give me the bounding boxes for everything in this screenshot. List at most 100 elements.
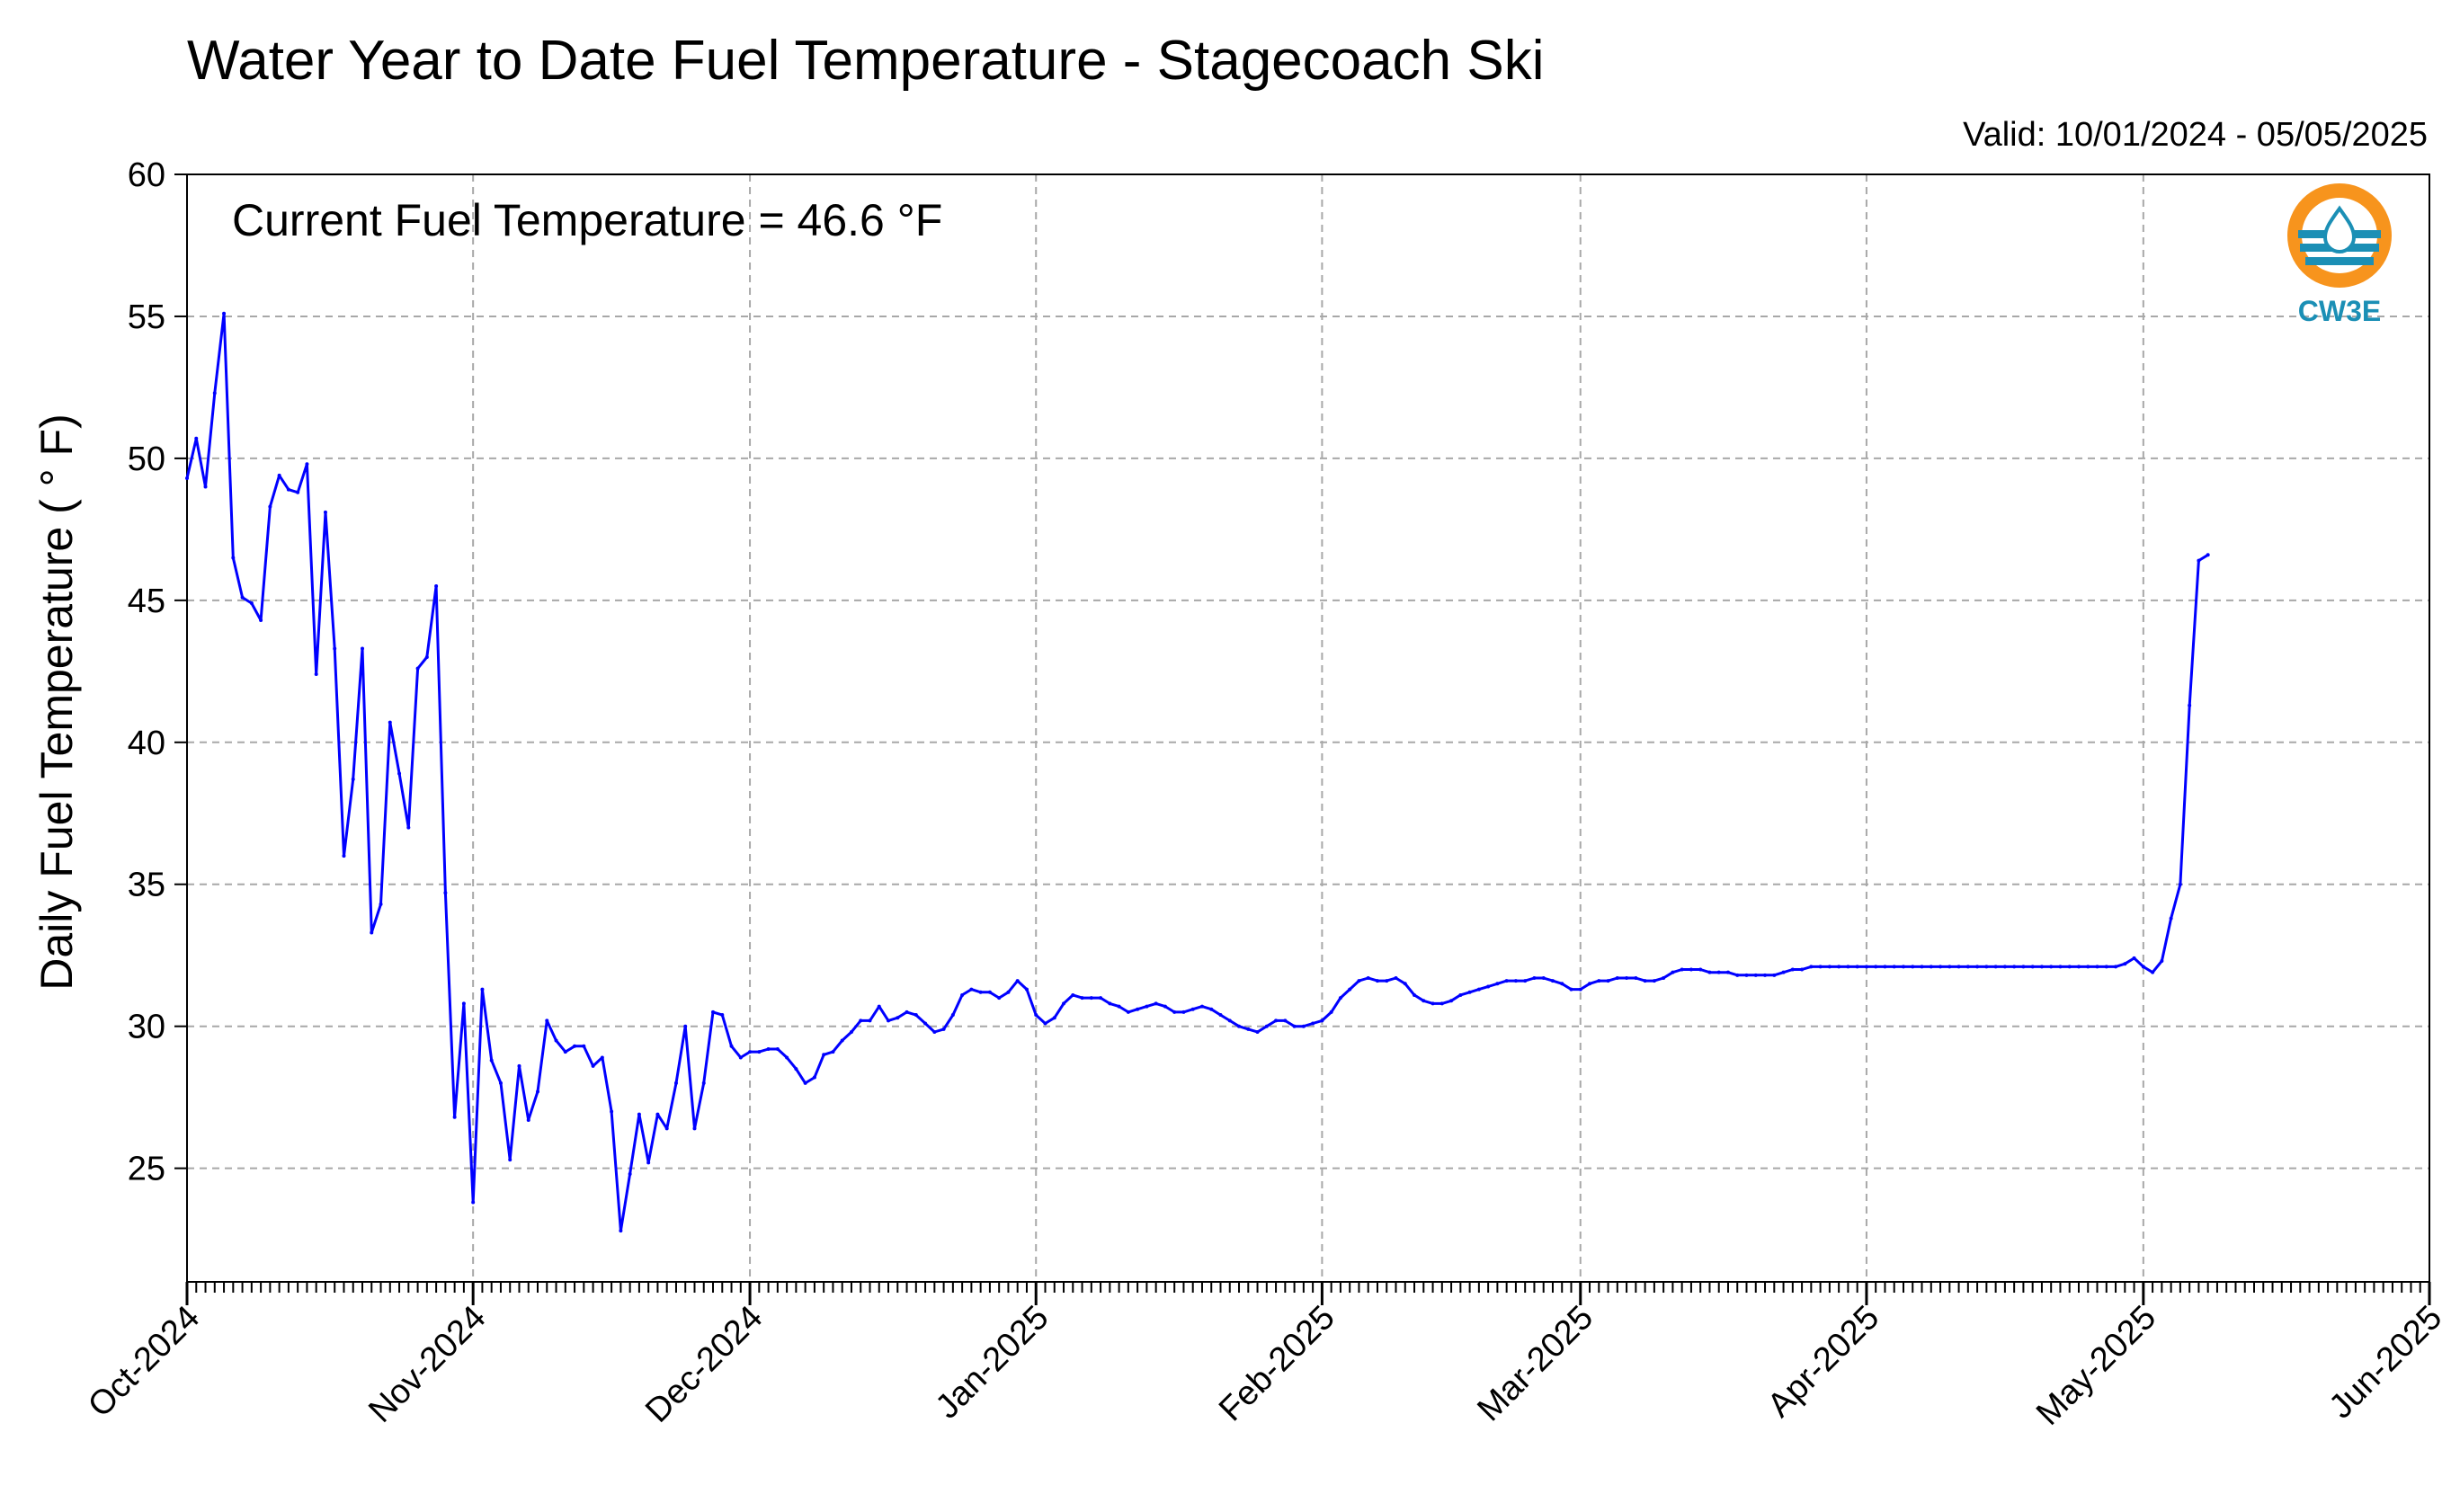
data-point	[591, 1063, 595, 1068]
data-point	[2104, 965, 2108, 969]
data-point	[1099, 996, 1103, 1001]
data-point	[212, 391, 217, 396]
data-point	[1062, 1001, 1066, 1006]
data-point	[1348, 987, 1352, 992]
data-point	[370, 930, 374, 935]
data-point	[397, 771, 402, 776]
data-point	[259, 618, 263, 622]
water-drop-icon	[2322, 205, 2357, 253]
data-point	[1513, 979, 1518, 983]
data-point	[1837, 965, 1841, 969]
data-point	[1643, 979, 1647, 983]
data-point	[646, 1161, 651, 1165]
data-point	[600, 1055, 604, 1060]
data-point	[1080, 996, 1084, 1001]
data-point	[877, 1004, 881, 1009]
data-point	[2030, 965, 2035, 969]
chart-subtitle: Valid: 10/01/2024 - 05/05/2025	[1963, 116, 2428, 154]
data-point	[822, 1053, 826, 1057]
data-point	[2076, 965, 2081, 969]
data-point	[987, 990, 992, 994]
data-point	[720, 1013, 725, 1018]
data-point	[452, 1115, 457, 1119]
data-point	[2039, 965, 2044, 969]
data-point	[415, 666, 420, 671]
data-point	[1790, 967, 1795, 972]
data-point	[673, 1081, 678, 1085]
data-point	[978, 990, 983, 994]
data-point	[296, 490, 300, 494]
data-point	[1218, 1013, 1223, 1018]
data-point	[471, 1200, 476, 1205]
data-point	[1532, 975, 1537, 980]
data-point	[1550, 979, 1555, 983]
data-point	[868, 1018, 872, 1023]
x-tick-label: Nov-2024	[361, 1299, 493, 1430]
data-point	[2114, 965, 2118, 969]
data-point	[1283, 1018, 1288, 1023]
y-tick-label: 30	[128, 1009, 165, 1046]
data-point	[498, 1081, 503, 1085]
data-point	[461, 1001, 466, 1006]
data-point	[2151, 970, 2155, 974]
data-point	[1625, 975, 1629, 980]
data-point	[1763, 973, 1768, 977]
data-point	[812, 1075, 816, 1080]
data-point	[914, 1013, 918, 1018]
data-point	[692, 1126, 697, 1131]
y-tick-label: 55	[128, 298, 165, 336]
data-point	[1227, 1018, 1232, 1023]
data-point	[351, 777, 355, 781]
data-point	[2141, 965, 2145, 969]
data-point	[1504, 979, 1509, 983]
data-point	[969, 987, 974, 992]
data-point	[664, 1126, 669, 1131]
data-point	[1394, 975, 1398, 980]
data-point	[1034, 1013, 1038, 1018]
data-point	[1246, 1027, 1251, 1031]
data-point	[1772, 973, 1777, 977]
x-tick-label: Jan-2025	[929, 1299, 1056, 1427]
data-point	[738, 1055, 743, 1060]
data-point	[2123, 962, 2127, 966]
data-point	[536, 1090, 540, 1094]
data-point	[785, 1055, 789, 1060]
data-point	[480, 987, 485, 992]
data-point	[545, 1018, 549, 1023]
data-point	[1467, 990, 1472, 994]
data-point	[831, 1050, 835, 1054]
data-point	[1403, 982, 1407, 986]
data-point	[1753, 973, 1758, 977]
data-point	[923, 1021, 928, 1026]
data-point	[1071, 992, 1075, 997]
data-point	[1385, 979, 1389, 983]
data-point	[2160, 959, 2164, 964]
data-point	[1495, 982, 1500, 986]
data-point	[2188, 703, 2192, 707]
data-point	[794, 1067, 798, 1072]
x-ticks: Oct-2024 Nov-2024 Dec-2024 Jan-2025 Feb-2025…	[81, 1282, 2449, 1433]
data-point	[637, 1112, 641, 1116]
data-point	[1458, 992, 1463, 997]
data-point	[1680, 967, 1684, 972]
data-point	[2049, 965, 2054, 969]
data-point	[342, 854, 346, 858]
data-point	[1846, 965, 1850, 969]
data-point	[305, 462, 309, 467]
y-tick-label: 35	[128, 867, 165, 904]
data-point	[333, 646, 337, 651]
data-point	[655, 1112, 660, 1116]
data-point	[1292, 1024, 1297, 1028]
data-point	[1920, 965, 1924, 969]
y-ticks: 25 30 35 40 45 50 55 60	[128, 156, 187, 1188]
data-point	[1725, 970, 1730, 974]
data-point	[1588, 982, 1592, 986]
data-point	[1181, 1009, 1186, 1014]
x-minor-ticks	[186, 1282, 2430, 1293]
data-point	[1422, 999, 1426, 1003]
data-point	[2021, 965, 2026, 969]
data-point	[1430, 1001, 1435, 1006]
data-point	[489, 1058, 494, 1063]
data-point	[701, 1081, 706, 1085]
